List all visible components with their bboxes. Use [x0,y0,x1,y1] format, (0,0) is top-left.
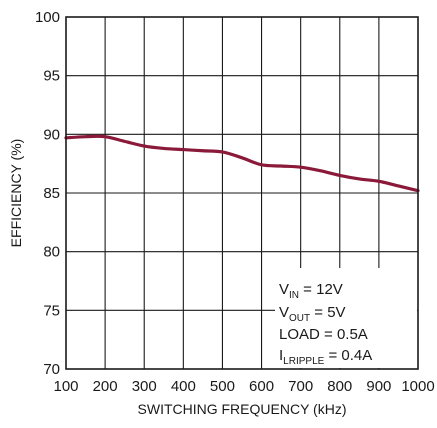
y-axis-label: EFFICIENCY (%) [8,139,24,248]
tick-labels: 100 200 300 400 500 600 700 800 900 1000 70 75 80 85 9… [35,9,435,395]
y-tick-label: 100 [35,9,60,26]
grid [66,17,418,369]
x-tick-label: 500 [210,378,235,395]
y-tick-label: 90 [43,126,60,143]
x-tick-label: 100 [53,378,78,395]
annotation-box: VIN = 12V VOUT = 5V LOAD = 0.5A ILRIPPLE = … [275,268,417,368]
y-tick-label: 70 [43,361,60,378]
annotation-line: ILRIPPLE = 0.4A [279,347,372,367]
x-tick-label: 400 [171,378,196,395]
efficiency-series-line [64,134,420,193]
y-tick-label: 95 [43,68,60,85]
x-tick-label: 300 [132,378,157,395]
x-tick-label: 900 [366,378,391,395]
annotation-line: LOAD = 0.5A [279,326,368,343]
x-tick-label: 1000 [401,378,434,395]
series-layer [64,134,420,193]
x-tick-label: 600 [249,378,274,395]
y-tick-label: 80 [43,244,60,261]
x-tick-label: 800 [327,378,352,395]
y-tick-label: 75 [43,302,60,319]
y-tick-label: 85 [43,185,60,202]
annotation-line: VOUT = 5V [279,304,346,324]
x-tick-label: 700 [288,378,313,395]
annotation-backdrop [275,268,417,368]
annotation-line: VIN = 12V [279,281,343,301]
x-axis-label: SWITCHING FREQUENCY (kHz) [138,401,347,417]
x-tick-label: 200 [93,378,118,395]
plot-frame [65,16,419,370]
